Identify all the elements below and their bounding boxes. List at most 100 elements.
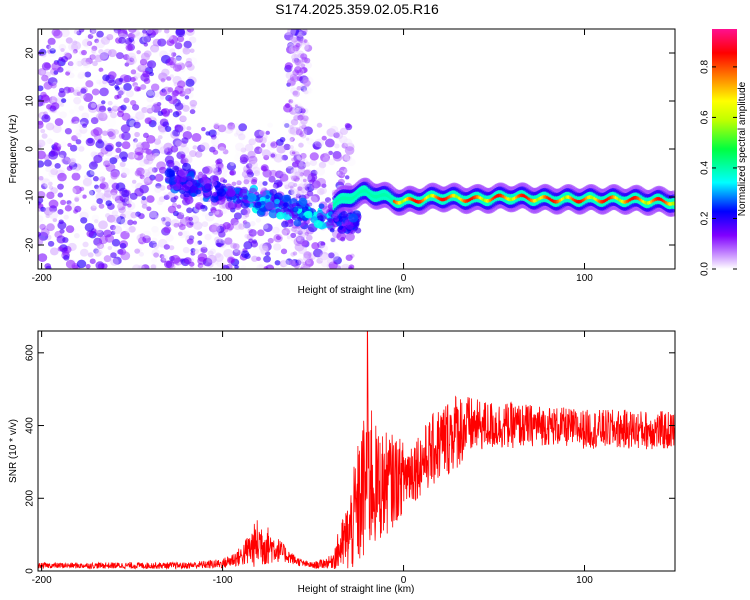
heatmap-cell [210, 137, 220, 146]
heatmap-cell [89, 258, 96, 264]
heatmap-cell [320, 153, 330, 163]
heatmap-cell [320, 244, 329, 252]
heatmap-cell [47, 181, 53, 186]
heatmap-cell [238, 123, 248, 132]
heatmap-cell [295, 129, 303, 136]
heatmap-cell [172, 111, 180, 118]
heatmap-cell [227, 123, 236, 131]
heatmap-cell [256, 201, 262, 206]
heatmap-cell [113, 136, 121, 143]
heatmap-cell [287, 42, 294, 49]
heatmap-cell [345, 254, 353, 261]
heatmap-cell [126, 118, 136, 128]
heatmap-cell [221, 264, 230, 269]
snr-axes: -200 -100 0 100 0 200 400 600 [25, 331, 675, 586]
heatmap-cell [303, 251, 312, 259]
heatmap-cell [295, 147, 304, 155]
heatmap-cell [140, 198, 148, 205]
heatmap-cell [114, 94, 120, 100]
heatmap-cell [96, 242, 104, 250]
snr-y-axis-title: SNR (10 * v/v) [8, 419, 19, 483]
heatmap-cell [306, 259, 312, 265]
heatmap-cell [109, 224, 116, 231]
heatmap-cell [110, 192, 118, 199]
heatmap-cell [71, 135, 78, 142]
heatmap-cell [300, 186, 308, 194]
heatmap-x-tick-label: -200 [32, 273, 52, 284]
heatmap-cell [86, 170, 95, 178]
heatmap-cell [276, 181, 283, 187]
heatmap-cell [244, 233, 250, 239]
heatmap-cell [321, 252, 328, 258]
heatmap-cell [248, 160, 258, 170]
heatmap-cell [171, 52, 177, 57]
heatmap-cell [101, 263, 108, 269]
heatmap-cell [285, 166, 295, 174]
heatmap-cell [152, 45, 159, 52]
heatmap-cell [76, 259, 87, 269]
heatmap-cell [162, 192, 168, 197]
heatmap-cell [192, 145, 198, 150]
colorbar-ticks: 0.0 0.2 0.4 0.6 0.8 [700, 60, 737, 276]
heatmap-cell [258, 130, 266, 136]
heatmap-cell [189, 99, 198, 107]
heatmap-cell [152, 229, 161, 237]
heatmap-cell [163, 260, 173, 269]
heatmap-cell [671, 204, 675, 210]
heatmap-cell [112, 225, 123, 235]
heatmap-cell [140, 52, 150, 61]
heatmap-cell [124, 210, 135, 220]
heatmap-cell [240, 208, 248, 216]
heatmap-cell [111, 193, 119, 200]
heatmap-cell [175, 55, 182, 61]
heatmap-cell [107, 245, 113, 251]
heatmap-cell [110, 258, 119, 266]
heatmap-cell [287, 181, 296, 189]
heatmap-cell [66, 200, 72, 205]
heatmap-cell [119, 161, 126, 168]
heatmap-cell [186, 181, 193, 187]
heatmap-cell [160, 257, 167, 263]
colorbar-gradient [712, 29, 737, 269]
heatmap-cell [129, 33, 136, 40]
heatmap-cell [115, 147, 122, 154]
heatmap-cell [289, 95, 298, 102]
heatmap-cell [116, 52, 124, 60]
heatmap-cell [243, 241, 253, 250]
heatmap-cell [81, 49, 87, 56]
heatmap-cell [281, 220, 289, 228]
heatmap-x-tick-label: 100 [576, 273, 593, 284]
heatmap-cell [305, 234, 313, 241]
heatmap-cell [142, 35, 151, 43]
heatmap-cell [332, 152, 343, 162]
heatmap-cell [211, 180, 218, 187]
heatmap-cell [289, 80, 296, 86]
heatmap-cell [155, 97, 162, 103]
heatmap-cell [158, 196, 166, 203]
heatmap-cell [671, 197, 675, 203]
heatmap-cell [233, 222, 243, 231]
heatmap-cell [87, 252, 94, 258]
heatmap-cell [137, 64, 147, 73]
heatmap-cell [330, 237, 336, 243]
heatmap-cell [244, 143, 254, 152]
heatmap-cell [120, 124, 131, 133]
heatmap-cell [46, 44, 51, 50]
heatmap-cell [41, 62, 52, 71]
heatmap-cell [336, 221, 342, 227]
heatmap-cell [320, 241, 326, 247]
heatmap-cell [96, 198, 103, 205]
heatmap-cell [302, 263, 311, 269]
heatmap-cell [139, 244, 147, 251]
heatmap-cell [188, 170, 195, 177]
heatmap-cell [84, 222, 95, 232]
colorbar-tick-label: 0.6 [700, 110, 711, 124]
heatmap-cell [150, 257, 158, 264]
heatmap-cell [273, 243, 282, 251]
heatmap-cell [64, 127, 72, 135]
heatmap-cell [57, 246, 64, 252]
heatmap-cell [248, 229, 257, 237]
heatmap-cell [316, 215, 324, 222]
heatmap-cell [294, 59, 302, 66]
heatmap-cell [256, 256, 261, 262]
